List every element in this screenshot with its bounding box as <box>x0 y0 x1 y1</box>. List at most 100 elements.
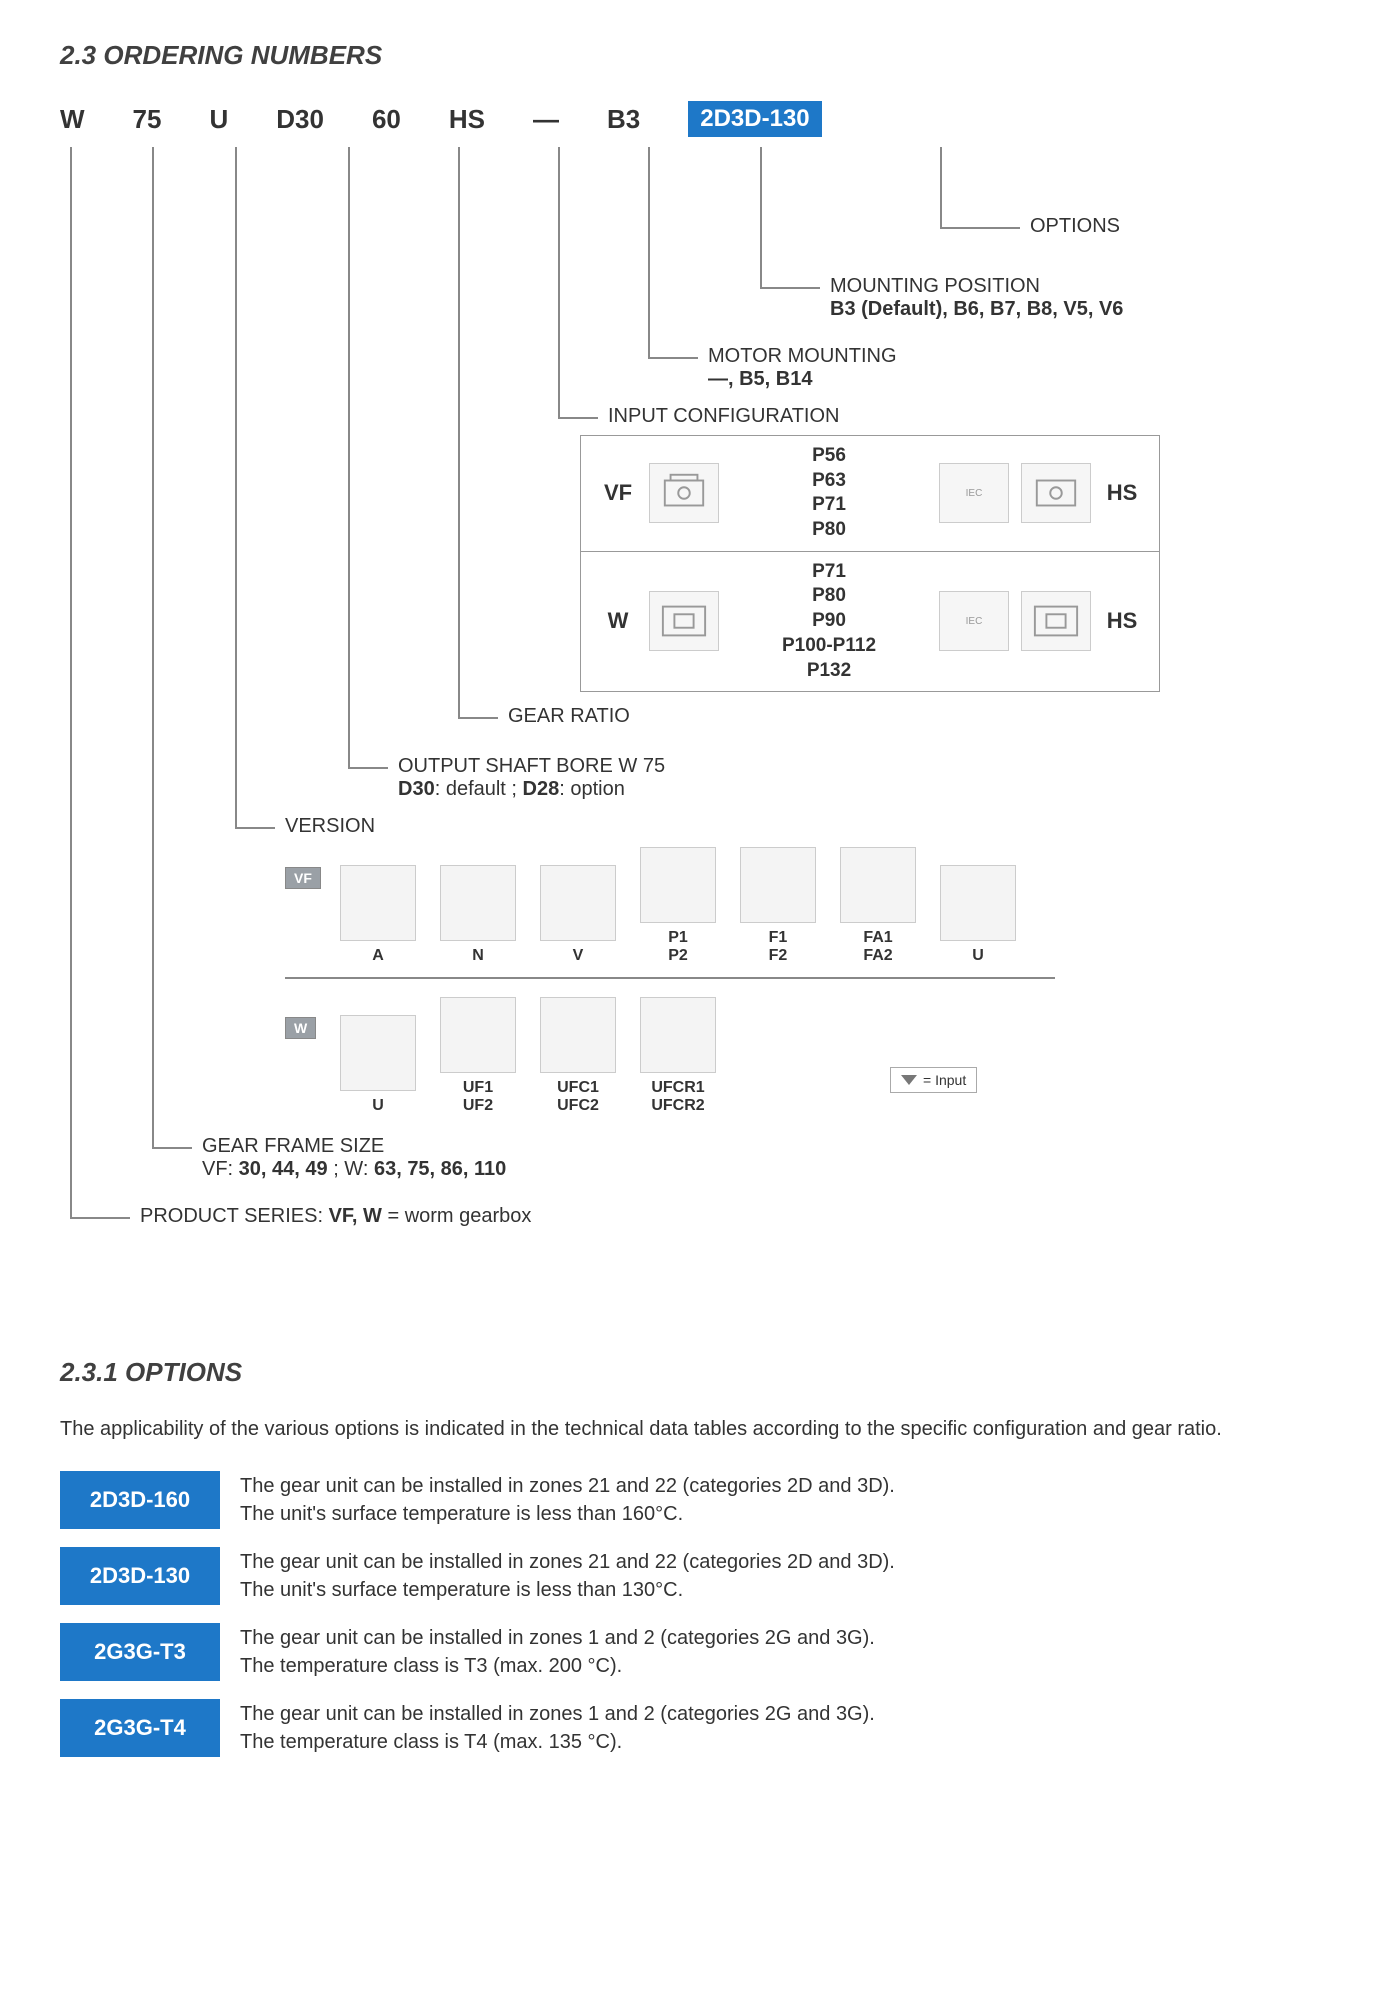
vf-label-n: N <box>440 947 516 965</box>
gearbox-icon <box>540 865 616 941</box>
seg-b3: B3 <box>607 104 640 135</box>
config-row-vf: VF P56 P63 P71 P80 IEC HS <box>581 436 1159 551</box>
label-output-shaft: OUTPUT SHAFT BORE W 75 D30: default ; D2… <box>398 755 665 801</box>
gallery-divider <box>285 977 1055 979</box>
option-code: 2G3G-T4 <box>60 1699 220 1757</box>
option-badge: 2D3D-130 <box>688 101 821 137</box>
input-legend: = Input <box>890 1067 977 1093</box>
vf-item-p: P1P2 <box>640 847 716 965</box>
h-version <box>235 827 275 829</box>
gearbox-icon <box>340 865 416 941</box>
option-text: The gear unit can be installed in zones … <box>240 1624 875 1680</box>
vf-item-a: A <box>340 865 416 965</box>
h-product-series <box>70 1217 130 1219</box>
input-config-box: VF P56 P63 P71 P80 IEC HS W P71 P80 P90 … <box>580 435 1160 692</box>
seg-u: U <box>209 104 228 135</box>
gearbox-icon <box>1021 591 1091 651</box>
options-section: 2.3.1 OPTIONS The applicability of the v… <box>60 1357 1340 1757</box>
leader-opt <box>940 147 942 227</box>
option-row: 2D3D-160 The gear unit can be installed … <box>60 1471 1340 1529</box>
gearbox-icon <box>649 463 719 523</box>
w-item-ufcr: UFCR1UFCR2 <box>640 997 716 1115</box>
gearbox-icon <box>840 847 916 923</box>
input-legend-text: = Input <box>923 1072 966 1088</box>
gearbox-icon <box>640 997 716 1073</box>
gearbox-icon <box>940 865 1016 941</box>
options-title: 2.3.1 OPTIONS <box>60 1357 1340 1388</box>
h-gear-ratio <box>458 717 498 719</box>
w-item-ufc: UFC1UFC2 <box>540 997 616 1115</box>
output-shaft-title: OUTPUT SHAFT BORE W 75 <box>398 755 665 777</box>
w-tag: W <box>285 1017 316 1039</box>
config-vf-plist: P56 P63 P71 P80 <box>725 444 933 543</box>
h-output-shaft <box>348 767 388 769</box>
gearbox-icon <box>340 1015 416 1091</box>
label-options: OPTIONS <box>1030 215 1120 238</box>
mounting-position-values: B3 (Default), B6, B7, B8, V5, V6 <box>830 298 1123 320</box>
leader-d30 <box>348 147 350 767</box>
leader-w <box>70 147 72 1217</box>
leader-60 <box>458 147 460 717</box>
gear-frame-title: GEAR FRAME SIZE <box>202 1135 384 1157</box>
config-vf-tag: VF <box>593 480 643 506</box>
gearbox-icon <box>1021 463 1091 523</box>
seg-hs: HS <box>449 104 485 135</box>
leader-b3 <box>760 147 762 287</box>
h-mounting-pos <box>760 287 820 289</box>
gearbox-icon <box>740 847 816 923</box>
label-gear-ratio: GEAR RATIO <box>508 705 630 728</box>
gearbox-icon <box>540 997 616 1073</box>
h-motor-mount <box>648 357 698 359</box>
w-gallery: U UF1UF2 UFC1UFC2 UFCR1UFCR2 <box>340 997 716 1115</box>
option-code: 2D3D-130 <box>60 1547 220 1605</box>
label-mounting-position: MOUNTING POSITION B3 (Default), B6, B7, … <box>830 275 1123 321</box>
h-input-config <box>558 417 598 419</box>
mounting-position-title: MOUNTING POSITION <box>830 275 1040 297</box>
gearbox-icon <box>640 847 716 923</box>
leader-u <box>235 147 237 827</box>
label-input-config: INPUT CONFIGURATION <box>608 405 839 428</box>
gearbox-icon <box>440 865 516 941</box>
leader-75 <box>152 147 154 1147</box>
config-w-tag: W <box>593 608 643 634</box>
vf-item-v: V <box>540 865 616 965</box>
seg-w: W <box>60 104 85 135</box>
vf-item-f: F1F2 <box>740 847 816 965</box>
option-code: 2D3D-160 <box>60 1471 220 1529</box>
label-version: VERSION <box>285 815 375 838</box>
option-row: 2G3G-T3 The gear unit can be installed i… <box>60 1623 1340 1681</box>
seg-d30: D30 <box>276 104 324 135</box>
h-options <box>940 227 1020 229</box>
option-text: The gear unit can be installed in zones … <box>240 1700 875 1756</box>
vf-label-a: A <box>340 947 416 965</box>
w-label-u: U <box>340 1097 416 1115</box>
seg-60: 60 <box>372 104 401 135</box>
options-intro: The applicability of the various options… <box>60 1418 1260 1441</box>
vf-gallery: A N V P1P2 F1F2 FA1FA2 U <box>340 847 1016 965</box>
gearbox-icon <box>440 997 516 1073</box>
section-title: 2.3 ORDERING NUMBERS <box>60 40 1340 71</box>
vf-item-u: U <box>940 865 1016 965</box>
seg-dash: — <box>533 104 559 135</box>
vf-tag: VF <box>285 867 321 889</box>
vf-label-v: V <box>540 947 616 965</box>
iec-motor-icon: IEC <box>939 463 1009 523</box>
option-code: 2G3G-T3 <box>60 1623 220 1681</box>
option-text: The gear unit can be installed in zones … <box>240 1472 895 1528</box>
motor-mounting-title: MOTOR MOUNTING <box>708 345 897 367</box>
config-row-w: W P71 P80 P90 P100-P112 P132 IEC HS <box>581 551 1159 691</box>
ordering-diagram: OPTIONS MOUNTING POSITION B3 (Default), … <box>60 147 1340 1297</box>
ordering-code-row: W 75 U D30 60 HS — B3 2D3D-130 <box>60 101 1340 137</box>
iec-motor-icon: IEC <box>939 591 1009 651</box>
leader-dash <box>648 147 650 357</box>
leader-hs <box>558 147 560 417</box>
label-motor-mounting: MOTOR MOUNTING —, B5, B14 <box>708 345 897 391</box>
seg-75: 75 <box>133 104 162 135</box>
h-gear-frame <box>152 1147 192 1149</box>
w-item-uf: UF1UF2 <box>440 997 516 1115</box>
vf-item-n: N <box>440 865 516 965</box>
label-gear-frame: GEAR FRAME SIZE VF: 30, 44, 49 ; W: 63, … <box>202 1135 506 1181</box>
label-product-series: PRODUCT SERIES: VF, W = worm gearbox <box>140 1205 531 1228</box>
w-item-u: U <box>340 1015 416 1115</box>
vf-label-u: U <box>940 947 1016 965</box>
